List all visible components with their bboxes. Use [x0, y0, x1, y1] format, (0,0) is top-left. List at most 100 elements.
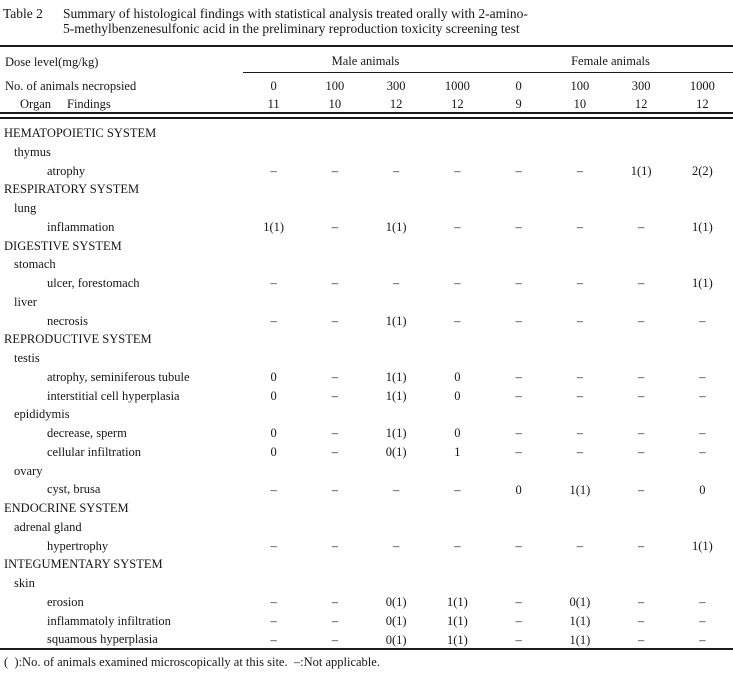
header-double-rule-lower [0, 117, 733, 119]
cell-value: – [270, 632, 277, 647]
cell-value: – [331, 538, 338, 553]
cell-value: 0 [454, 370, 461, 385]
dose-value: 300 [386, 79, 406, 93]
footnote: ( ):No. of animals examined microscopica… [4, 655, 380, 669]
table-row: skin [0, 574, 733, 593]
cell-value: – [638, 538, 645, 553]
cell-value: – [331, 388, 338, 403]
table-row: decrease, sperm 0 – 1(1) 0 – – – – [0, 424, 733, 443]
row-label-organ: thymus [14, 144, 51, 159]
cell-value: – [393, 538, 400, 553]
cell-value: 0 [270, 370, 277, 385]
cell-value: – [331, 163, 338, 178]
table-row: testis [0, 349, 733, 368]
cell-value: – [331, 595, 338, 610]
table-body: HEMATOPOIETIC SYSTEM thymus atrophy – – – – – – 1… [0, 124, 733, 649]
table-row: atrophy, seminiferous tubule 0 – 1(1) 0 – – – – [0, 368, 733, 387]
row-label-organ: adrenal gland [14, 519, 82, 534]
cell-value: 0 [699, 482, 706, 497]
row-label-finding: decrease, sperm [47, 426, 127, 440]
row-label-system: RESPIRATORY SYSTEM [4, 182, 140, 197]
cell-value: – [270, 163, 277, 178]
table-caption-text: Summary of histological findings with st… [63, 6, 528, 36]
row-label-finding: interstitial cell hyperplasia [47, 388, 180, 403]
cell-value: – [699, 613, 706, 628]
cell-value: – [515, 538, 522, 553]
cell-value: – [393, 482, 400, 497]
cell-value: – [270, 313, 277, 328]
table-number: Table 2 [3, 6, 43, 21]
row-label-finding: cyst, brusa [47, 482, 101, 497]
row-label-organ: stomach [14, 257, 56, 272]
cell-value: 1(1) [385, 388, 407, 403]
cell-value: – [331, 426, 338, 441]
cell-value: – [638, 313, 645, 328]
cell-value: 2(2) [691, 163, 713, 178]
cell-value: – [515, 595, 522, 610]
cell-value: – [576, 370, 583, 385]
cell-value: 0 [515, 482, 522, 497]
animal-count: 12 [634, 97, 648, 111]
row-label-finding: cellular infiltration [47, 444, 142, 459]
cell-value: – [638, 613, 645, 628]
cell-value: – [638, 632, 645, 647]
table-row: ulcer, forestomach – – – – – – – 1(1) [0, 274, 733, 293]
table-row: epididymis [0, 405, 733, 424]
cell-value: – [331, 632, 338, 647]
table-caption-line2: 5-methylbenzenesulfonic acid in the prel… [63, 20, 520, 36]
cell-value: – [331, 220, 338, 235]
row-label-finding: necrosis [47, 313, 88, 328]
table-row: interstitial cell hyperplasia 0 – 1(1) 0 – – – – [0, 387, 733, 406]
cell-value: – [454, 313, 461, 328]
cell-value: 1 [454, 445, 461, 460]
table-row: liver [0, 293, 733, 312]
row-label-organ: epididymis [14, 407, 70, 422]
dose-value: 1000 [444, 79, 470, 93]
cell-value: – [638, 276, 645, 291]
table-row: cellular infiltration 0 – 0(1) 1 – – – – [0, 443, 733, 462]
cell-value: – [515, 632, 522, 647]
dose-value: 0 [515, 79, 522, 93]
cell-value: – [576, 538, 583, 553]
cell-value: – [515, 426, 522, 441]
animal-counts-row: 11 10 12 12 9 10 12 12 [0, 95, 733, 113]
cell-value: – [638, 370, 645, 385]
cell-value: 1(1) [630, 163, 652, 178]
table-row: lung [0, 199, 733, 218]
table-row: RESPIRATORY SYSTEM [0, 180, 733, 199]
dose-value: 100 [570, 79, 590, 93]
animal-count: 12 [696, 97, 709, 111]
cell-value: – [454, 276, 461, 291]
header-double-rule-upper [0, 112, 733, 114]
cell-value: 1(1) [385, 313, 407, 328]
cell-value: 0(1) [385, 613, 407, 628]
table-row: REPRODUCTIVE SYSTEM [0, 330, 733, 349]
dose-value: 1000 [689, 79, 715, 93]
table-row: cyst, brusa – – – – 0 1(1) – 0 [0, 480, 733, 499]
group-underline [243, 72, 733, 73]
cell-value: 1(1) [446, 613, 468, 628]
cell-value: – [270, 276, 277, 291]
animal-count: 9 [515, 97, 522, 111]
cell-value: 1(1) [385, 426, 407, 441]
cell-value: – [515, 163, 522, 178]
row-label-finding: squamous hyperplasia [47, 632, 158, 647]
cell-value: – [393, 163, 400, 178]
row-label-system: INTEGUMENTARY SYSTEM [4, 557, 163, 572]
row-label-organ: ovary [14, 463, 43, 478]
cell-value: – [515, 388, 522, 403]
animal-count: 10 [573, 97, 587, 111]
cell-value: – [638, 426, 645, 441]
cell-value: – [393, 276, 400, 291]
cell-value: – [638, 445, 645, 460]
dose-value: 0 [270, 79, 277, 93]
table-row: HEMATOPOIETIC SYSTEM [0, 124, 733, 143]
animal-count: 10 [328, 97, 342, 111]
row-label-finding: erosion [47, 594, 84, 609]
table-row: stomach [0, 255, 733, 274]
dose-level-label: Dose level(mg/kg) [5, 55, 99, 69]
table-row: adrenal gland [0, 518, 733, 537]
label-column-spacer [0, 77, 243, 95]
cell-value: – [699, 632, 706, 647]
table-row: inflammatoly infiltration – – 0(1) 1(1) – 1(1)… [0, 612, 733, 631]
